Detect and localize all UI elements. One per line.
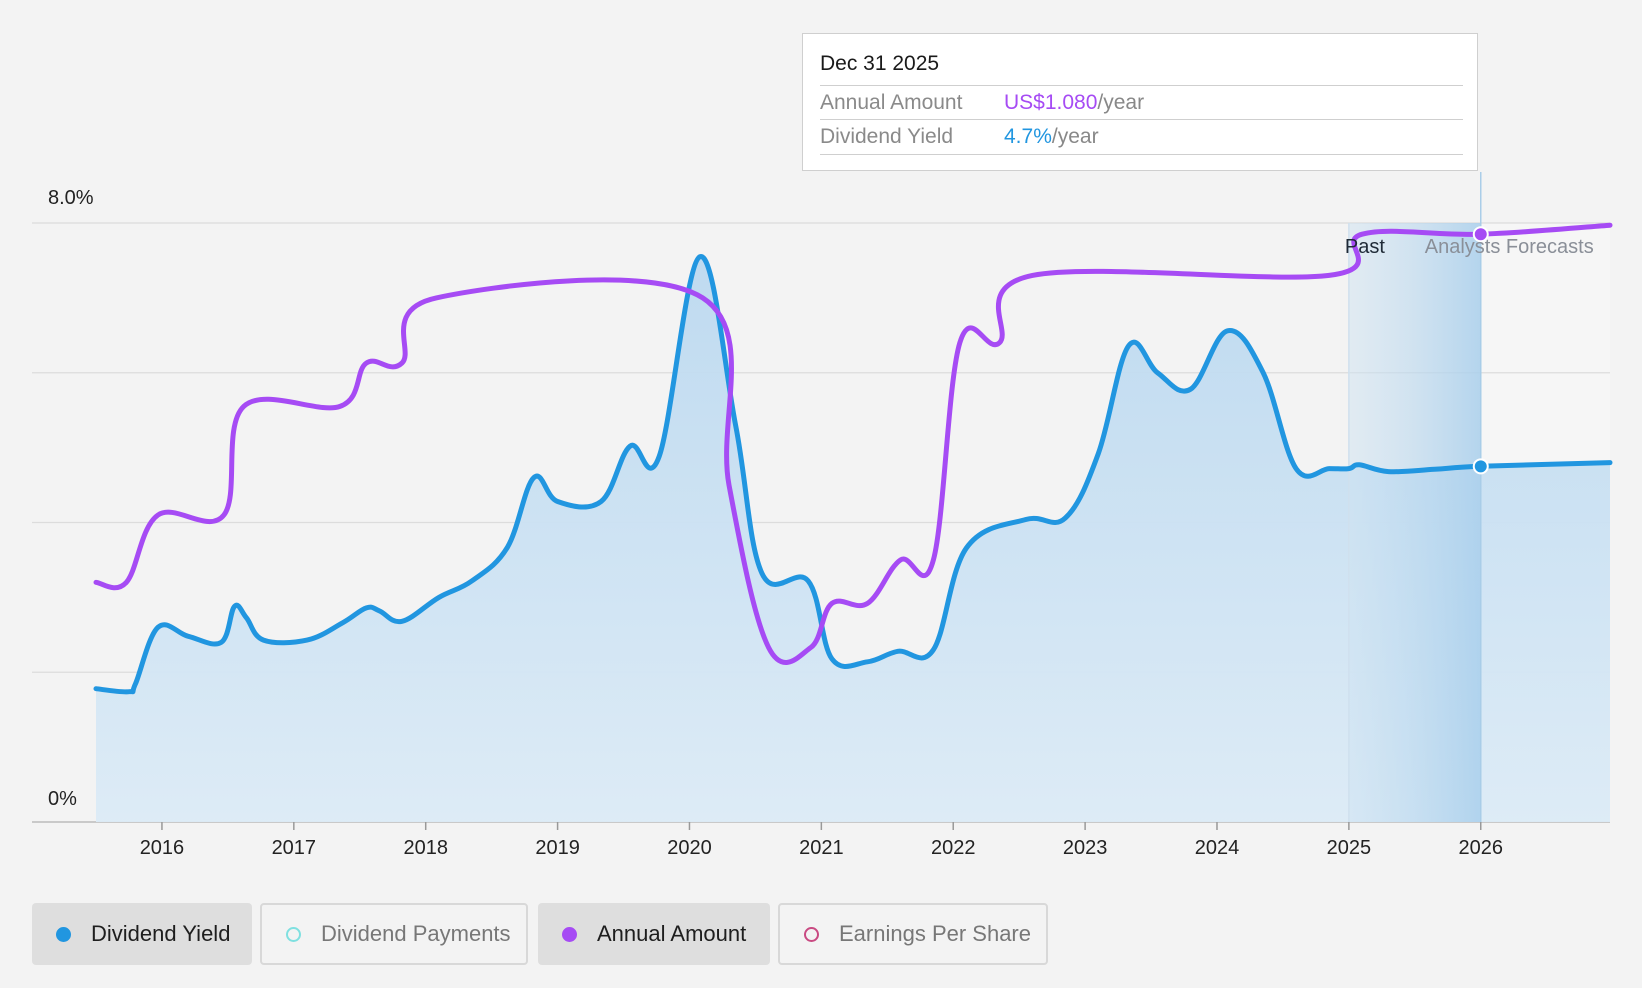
- tooltip-label: Annual Amount: [820, 91, 963, 114]
- x-tick-label: 2022: [931, 837, 976, 859]
- dividend-yield-marker: [1472, 458, 1489, 475]
- tooltip-value: 4.7%: [1004, 125, 1052, 148]
- x-tick-label: 2024: [1195, 837, 1240, 859]
- legend-label: Earnings Per Share: [839, 921, 1031, 946]
- legend-dot-icon: [56, 926, 71, 942]
- legend-dividend-payments[interactable]: Dividend Payments: [260, 903, 528, 965]
- dividend-yield-line: [93, 254, 1613, 695]
- x-tick-label: 2016: [140, 837, 185, 859]
- dividend-yield-area: [96, 256, 1610, 822]
- legend-label: Dividend Payments: [321, 921, 511, 946]
- x-tick-label: 2017: [272, 837, 317, 859]
- legend-earnings-per-share[interactable]: Earnings Per Share: [778, 903, 1048, 965]
- tooltip-label: Dividend Yield: [820, 125, 954, 148]
- chart-tooltip: Dec 31 2025 Annual Amount US$1.080/year …: [802, 33, 1478, 171]
- annual-amount-line: [93, 222, 1613, 665]
- x-tick-label: 2019: [535, 837, 580, 859]
- forecast-band: [1348, 223, 1481, 822]
- x-tick-label: 2023: [1063, 837, 1108, 859]
- x-tick-label: 2026: [1459, 837, 1504, 859]
- legend-annual-amount[interactable]: Annual Amount: [538, 903, 770, 965]
- legend-dot-icon: [562, 926, 577, 942]
- tooltip-unit: /year: [1051, 125, 1099, 148]
- tooltip-unit: /year: [1097, 91, 1145, 114]
- tooltip-row-annual-amount: Annual Amount US$1.080/year: [820, 85, 1463, 120]
- y-axis-top-label: 8.0%: [48, 187, 94, 209]
- x-tick-label: 2021: [799, 837, 844, 859]
- x-tick-label: 2018: [403, 837, 448, 859]
- legend-dividend-yield[interactable]: Dividend Yield: [32, 903, 252, 965]
- y-axis-bottom-label: 0%: [48, 788, 77, 810]
- forecast-label: Analysts Forecasts: [1425, 236, 1594, 258]
- annual-amount-marker: [1472, 226, 1489, 243]
- legend-ring-icon: [804, 926, 819, 942]
- legend-label: Dividend Yield: [91, 921, 231, 946]
- x-tick-label: 2025: [1327, 837, 1372, 859]
- past-label: Past: [1345, 236, 1385, 258]
- tooltip-row-dividend-yield: Dividend Yield 4.7%/year: [820, 119, 1463, 155]
- legend-ring-icon: [286, 926, 301, 942]
- legend-label: Annual Amount: [597, 921, 747, 946]
- tooltip-date: Dec 31 2025: [820, 52, 940, 75]
- tooltip-value: US$1.080: [1004, 91, 1098, 114]
- x-tick-label: 2020: [667, 837, 712, 859]
